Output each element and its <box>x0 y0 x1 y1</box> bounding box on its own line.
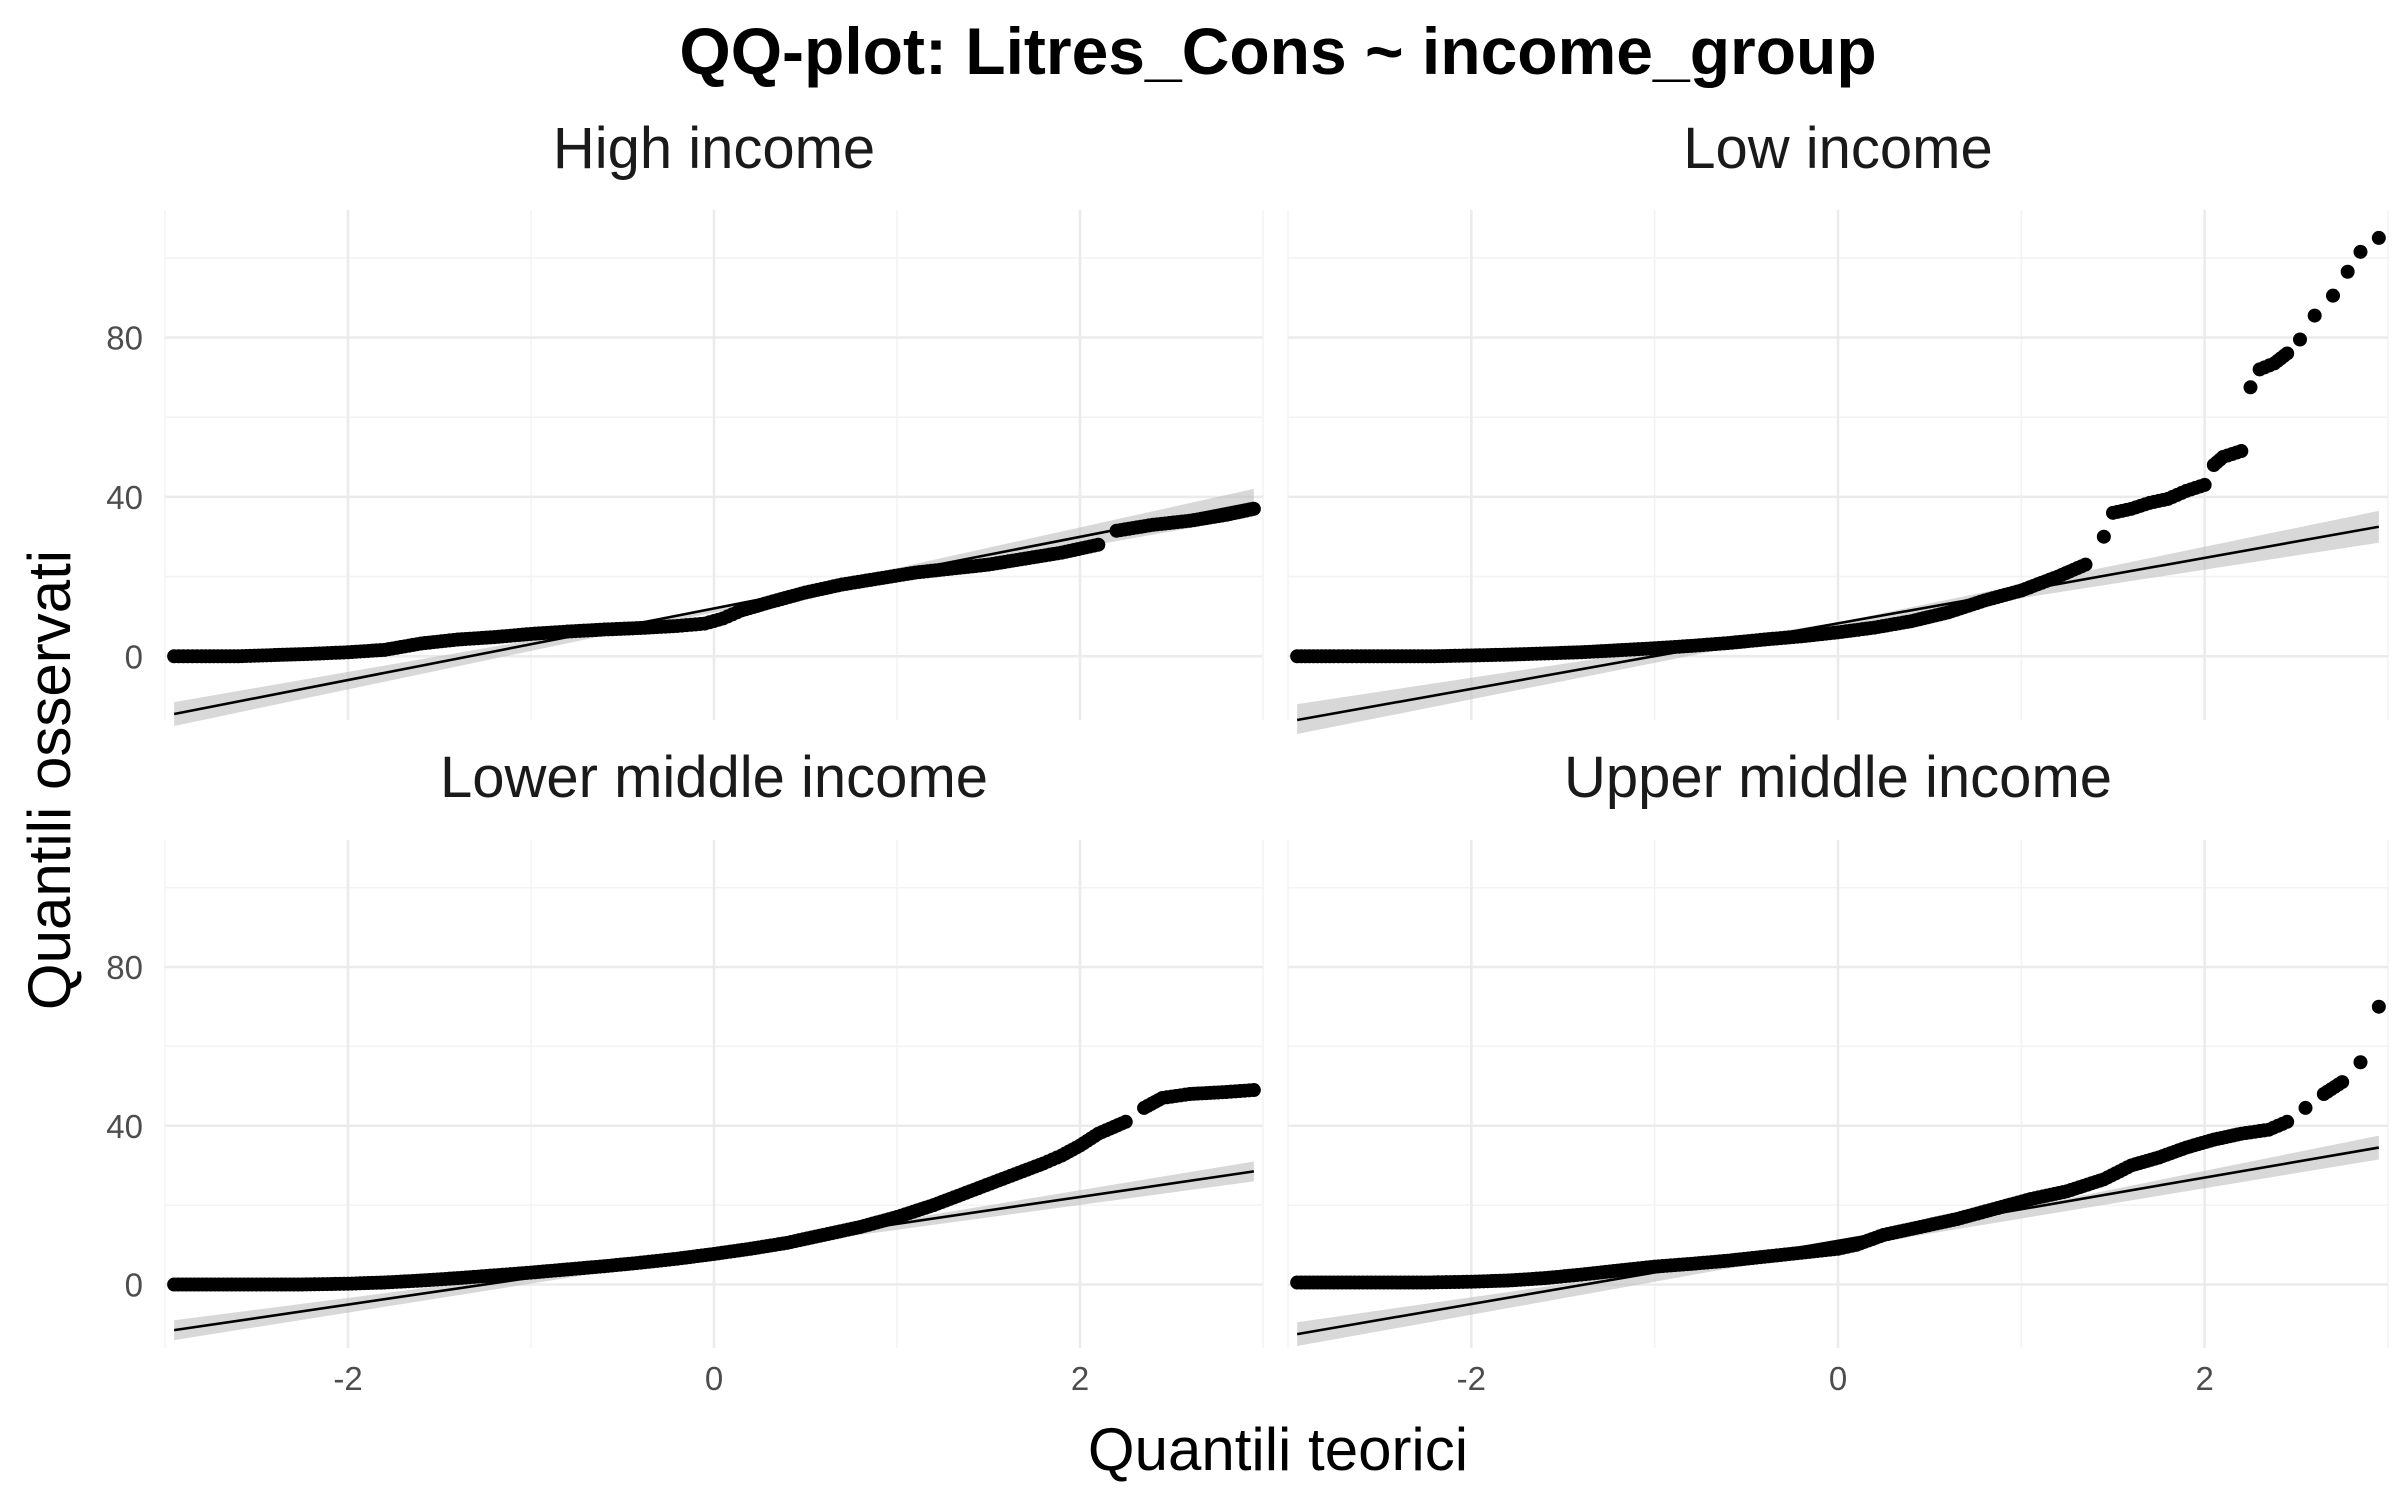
qq-point <box>2353 244 2368 259</box>
qq-points <box>167 501 1261 664</box>
facet-title: High income <box>553 116 875 181</box>
qq-point <box>1246 1083 1261 1098</box>
qq-points <box>1290 230 2386 664</box>
y-tick-label: 0 <box>125 638 143 675</box>
qq-points <box>167 1083 1261 1292</box>
facet-title: Lower middle income <box>440 745 988 810</box>
qq-point <box>2326 288 2340 303</box>
y-tick-label: 40 <box>106 479 143 516</box>
qq-point <box>2234 444 2249 459</box>
x-axis-label: Quantili teorici <box>1088 1416 1468 1483</box>
x-tick-label: -2 <box>333 1360 362 1397</box>
y-tick-label: 80 <box>106 949 143 986</box>
facet-title: Upper middle income <box>1564 745 2112 810</box>
panel-2: Low income <box>1287 116 2389 734</box>
qq-point <box>2197 477 2212 492</box>
qq-point <box>2353 1055 2368 1070</box>
qq-point <box>2340 264 2355 279</box>
qq-point <box>1118 1114 1133 1129</box>
major-gridlines <box>1288 840 2388 1348</box>
facet-panels: High income Low income Lower middle income… <box>164 116 2389 1348</box>
qq-point <box>2096 529 2111 544</box>
reference-line <box>1296 525 2380 722</box>
chart-title: QQ-plot: Litres_Cons ~ income_group <box>679 14 1876 88</box>
qq-point <box>2293 332 2307 347</box>
y-tick-labels: 0 40 80 0 40 80 <box>106 320 143 1304</box>
qq-point <box>1246 501 1261 516</box>
x-tick-label: 0 <box>705 1360 723 1397</box>
qq-points <box>1290 999 2386 1290</box>
y-tick-label: 40 <box>106 1108 143 1145</box>
qq-point <box>1091 537 1106 552</box>
y-tick-label: 0 <box>125 1267 143 1304</box>
qq-point <box>2335 1075 2350 1090</box>
qq-point <box>2371 999 2386 1014</box>
x-tick-label: 2 <box>1071 1360 1089 1397</box>
panel-4: Upper middle income <box>1287 745 2389 1348</box>
confidence-band <box>1297 1135 2379 1347</box>
qq-point <box>2298 1100 2313 1115</box>
y-axis-label: Quantili osservati <box>16 550 83 1010</box>
major-gridlines <box>165 210 1263 720</box>
reference-line <box>173 501 1255 716</box>
qq-point <box>2280 1114 2295 1129</box>
x-tick-label: -2 <box>1457 1360 1486 1397</box>
x-tick-labels: -2 0 2 -2 0 2 <box>333 1360 2214 1397</box>
panel-1: High income <box>164 116 1264 726</box>
qq-point <box>2078 557 2093 572</box>
facet-title: Low income <box>1683 116 1992 181</box>
x-tick-label: 2 <box>2195 1360 2213 1397</box>
y-tick-label: 80 <box>106 320 143 357</box>
major-gridlines <box>165 840 1263 1348</box>
major-gridlines <box>1288 210 2388 720</box>
confidence-band <box>174 488 1254 726</box>
reference-line <box>1296 1146 2380 1336</box>
qq-point <box>2307 308 2322 323</box>
qq-point <box>2280 346 2295 361</box>
qq-point <box>2243 380 2258 395</box>
x-tick-label: 0 <box>1829 1360 1847 1397</box>
panel-3: Lower middle income <box>164 745 1264 1348</box>
qq-point <box>2371 230 2386 245</box>
